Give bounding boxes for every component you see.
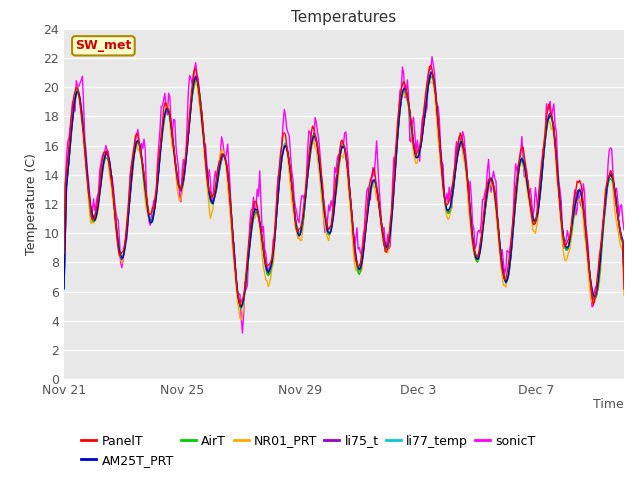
li75_t (564, 247, 572, 252)
X-axis label: Time: Time (593, 398, 624, 411)
li75_t (356, 266, 364, 272)
PanelT (346, 188, 353, 194)
AirT (346, 186, 353, 192)
NR01_PRT (308, 146, 316, 152)
li75_t (308, 143, 316, 149)
PanelT (535, 187, 543, 192)
AM25T_PRT (620, 273, 628, 279)
PanelT (60, 251, 68, 257)
NR01_PRT (346, 196, 353, 202)
Line: sonicT: sonicT (64, 57, 624, 333)
NR01_PRT (620, 292, 628, 298)
sonicT (336, 159, 344, 165)
Legend: PanelT, AM25T_PRT, AirT, NR01_PRT, li75_t, li77_temp, sonicT: PanelT, AM25T_PRT, AirT, NR01_PRT, li75_… (81, 434, 536, 467)
li75_t (620, 275, 628, 280)
sonicT (535, 191, 543, 197)
sonicT (308, 136, 316, 142)
Y-axis label: Temperature (C): Temperature (C) (25, 153, 38, 255)
AirT (564, 247, 572, 252)
sonicT (346, 193, 353, 199)
AirT (535, 201, 543, 207)
AM25T_PRT (308, 141, 316, 147)
AM25T_PRT (346, 184, 353, 190)
AM25T_PRT (356, 267, 364, 273)
AirT (336, 156, 344, 162)
AM25T_PRT (237, 304, 245, 310)
li77_temp (427, 69, 435, 74)
AirT (356, 272, 364, 277)
NR01_PRT (426, 77, 433, 83)
li77_temp (535, 201, 543, 207)
PanelT (356, 263, 364, 268)
Line: li77_temp: li77_temp (64, 72, 624, 308)
AM25T_PRT (535, 201, 543, 206)
sonicT (620, 227, 628, 233)
li75_t (237, 303, 245, 309)
li77_temp (308, 139, 316, 144)
li77_temp (620, 274, 628, 280)
Line: PanelT: PanelT (64, 65, 624, 305)
li77_temp (60, 287, 68, 292)
PanelT (620, 286, 628, 292)
NR01_PRT (336, 160, 344, 166)
PanelT (236, 302, 244, 308)
li75_t (336, 155, 344, 161)
AM25T_PRT (564, 245, 572, 251)
NR01_PRT (564, 254, 572, 260)
AirT (428, 74, 436, 80)
sonicT (564, 228, 572, 233)
Line: AM25T_PRT: AM25T_PRT (64, 72, 624, 307)
NR01_PRT (237, 317, 245, 323)
li75_t (427, 70, 435, 75)
li77_temp (356, 265, 364, 271)
sonicT (356, 244, 364, 250)
PanelT (336, 148, 344, 154)
PanelT (308, 129, 316, 135)
sonicT (428, 54, 436, 60)
PanelT (564, 239, 572, 244)
Line: NR01_PRT: NR01_PRT (64, 80, 624, 320)
sonicT (60, 284, 68, 290)
AirT (620, 276, 628, 282)
Text: SW_met: SW_met (76, 39, 132, 52)
sonicT (239, 330, 246, 336)
AM25T_PRT (60, 286, 68, 291)
Line: li75_t: li75_t (64, 72, 624, 306)
AirT (60, 284, 68, 290)
AirT (237, 305, 245, 311)
NR01_PRT (60, 262, 68, 267)
li77_temp (564, 247, 572, 252)
AM25T_PRT (428, 70, 436, 75)
li77_temp (237, 305, 245, 311)
li77_temp (336, 157, 344, 163)
Title: Temperatures: Temperatures (291, 10, 397, 25)
li75_t (60, 285, 68, 290)
NR01_PRT (356, 268, 364, 274)
li75_t (535, 201, 543, 207)
AM25T_PRT (336, 154, 344, 159)
li77_temp (346, 184, 353, 190)
NR01_PRT (535, 201, 543, 207)
AirT (308, 142, 316, 147)
li75_t (346, 186, 353, 192)
PanelT (427, 62, 435, 68)
Line: AirT: AirT (64, 77, 624, 308)
